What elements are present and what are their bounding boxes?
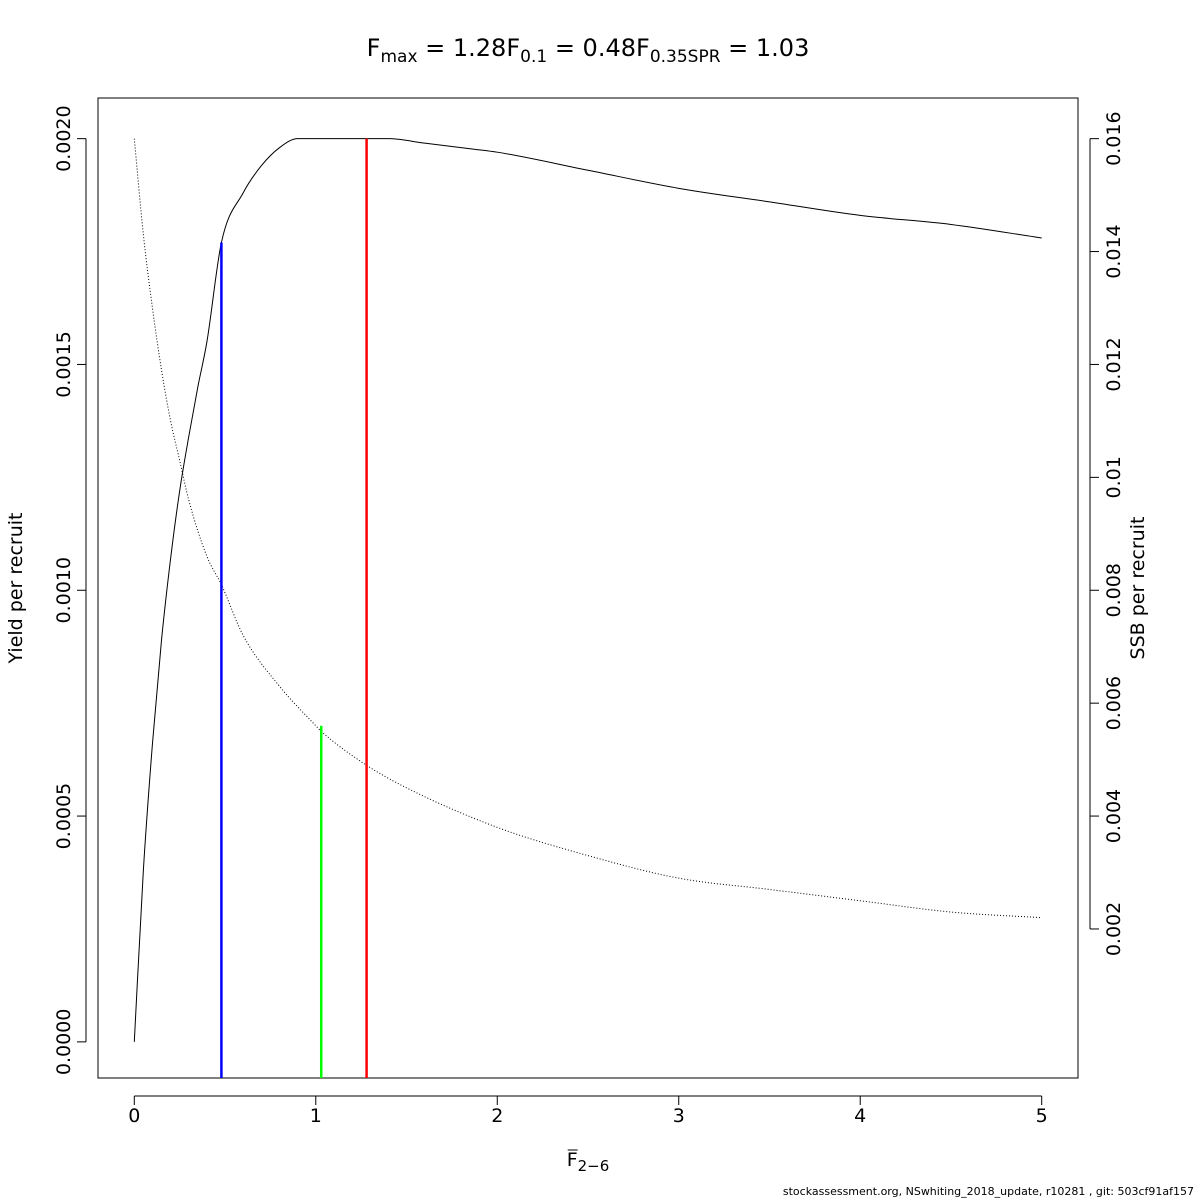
y-right-tick-label: 0.012 [1103,337,1125,391]
y-left-tick-label: 0.0015 [53,331,75,397]
fmax-symbol: F [367,34,381,62]
y-right-tick-label: 0.016 [1103,111,1125,165]
y-left-tick-label: 0.0020 [53,105,75,171]
yield-per-recruit-line [133,138,1042,1042]
f01-symbol: F [506,34,520,62]
x-tick-label: 5 [1036,1105,1048,1127]
x-tick-label: 3 [673,1105,685,1127]
footer-source: stockassessment.org, NSwhiting_2018_upda… [782,1185,1194,1198]
f035spr-subscript: 0.35SPR [650,47,721,67]
y-axis-left-title: Yield per recruit [5,513,27,665]
reference-lines [220,138,368,1078]
fmax-subscript: max [380,47,417,67]
f035spr-value: = 1.03 [721,34,810,62]
y-axis-left: 0.0000 0.0005 0.0010 0.0015 0.0020 [53,105,87,1075]
x-tick-label: 2 [491,1105,503,1127]
y-axis-right: 0.002 0.004 0.006 0.008 0.01 0.012 0.014 0.016 [1089,111,1125,956]
plot-frame [97,97,1079,1079]
y-right-tick-label: 0.006 [1103,676,1125,730]
x-axis: 0 1 2 3 4 5 [128,1095,1048,1127]
ssb-per-recruit-line [133,138,1042,919]
f035spr-symbol: F [636,34,650,62]
y-left-tick-label: 0.0010 [53,557,75,623]
y-right-tick-label: 0.014 [1103,224,1125,278]
x-tick-label: 0 [128,1105,140,1127]
x-axis-title-main: F [567,1149,578,1171]
chart-title: Fmax = 1.28F0.1 = 0.48F0.35SPR = 1.03 [367,34,810,67]
x-axis-title-sub: 2−6 [578,1157,610,1175]
f01-subscript: 0.1 [520,47,547,67]
y-left-tick-label: 0.0005 [53,783,75,849]
series-layer [133,138,1042,1042]
x-tick-label: 4 [854,1105,866,1127]
x-axis-title: F2−6 [567,1149,610,1175]
y-right-tick-label: 0.008 [1103,563,1125,617]
y-left-tick-label: 0.0000 [53,1009,75,1075]
fmax-value: = 1.28 [418,34,507,62]
y-right-tick-label: 0.002 [1103,902,1125,956]
y-axis-right-title: SSB per recruit [1127,517,1149,660]
x-tick-label: 1 [310,1105,322,1127]
y-right-tick-label: 0.01 [1103,456,1125,498]
f01-value: = 0.48 [547,34,636,62]
y-right-tick-label: 0.004 [1103,789,1125,843]
